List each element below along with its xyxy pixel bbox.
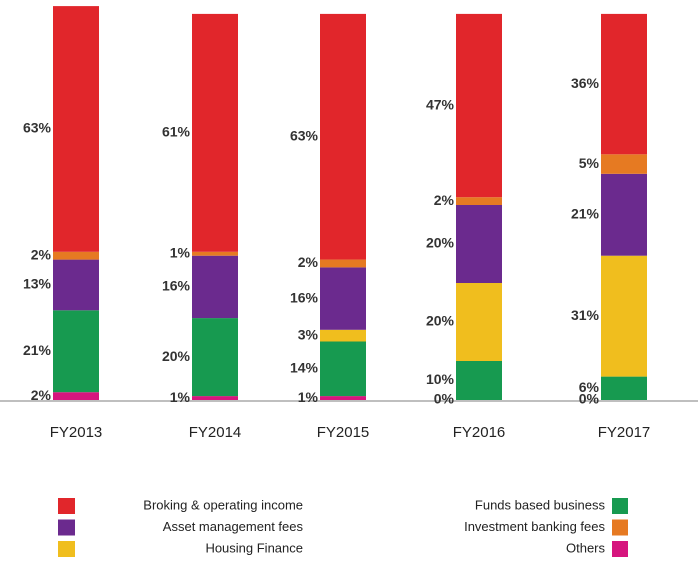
value-label: 2%	[298, 254, 319, 270]
bar-segment	[320, 13, 366, 260]
legend-label: Others	[566, 540, 606, 555]
bar-segment	[53, 392, 99, 400]
bar-segment	[601, 154, 647, 174]
x-tick-label: FY2015	[317, 424, 370, 441]
value-label: 21%	[23, 342, 52, 358]
bar-segment	[601, 13, 647, 155]
legend-swatch	[612, 541, 628, 557]
value-label: 6%	[579, 379, 600, 395]
bar-segment	[192, 318, 238, 397]
x-tick-label: FY2013	[50, 424, 103, 441]
bar-segment	[320, 396, 366, 400]
value-label: 1%	[298, 389, 319, 405]
bar-segment	[53, 310, 99, 393]
value-label: 20%	[162, 348, 191, 364]
value-label: 2%	[434, 192, 455, 208]
bar-segment	[192, 251, 238, 256]
value-label: 0%	[579, 391, 600, 407]
legend-swatch	[612, 498, 628, 514]
legend-swatch	[58, 541, 75, 557]
legend-swatch	[58, 519, 75, 536]
value-label: 16%	[290, 289, 319, 305]
value-label: 36%	[571, 75, 600, 91]
legend-label: Broking & operating income	[143, 497, 303, 512]
bar-segment	[53, 259, 99, 311]
value-label: 1%	[170, 244, 191, 260]
bar-segment	[320, 329, 366, 342]
legend-swatch	[612, 519, 628, 536]
value-label: 20%	[426, 235, 455, 251]
bar-segment	[192, 396, 238, 400]
bar-segment	[456, 197, 502, 205]
legend-label: Funds based business	[475, 497, 606, 512]
bar-segment	[601, 376, 647, 400]
bar-segment	[456, 205, 502, 283]
bar-segment	[320, 267, 366, 330]
x-tick-label: FY2016	[453, 424, 506, 441]
value-label: 2%	[31, 246, 52, 262]
value-label: 3%	[298, 326, 319, 342]
bar-segment	[456, 13, 502, 198]
value-label: 21%	[571, 205, 600, 221]
value-label: 1%	[170, 389, 191, 405]
bar-segment	[53, 6, 99, 252]
bar-segment	[601, 173, 647, 256]
value-label: 31%	[571, 307, 600, 323]
value-label: 47%	[426, 96, 455, 112]
x-tick-label: FY2017	[598, 424, 651, 441]
value-label: 2%	[31, 387, 52, 403]
bar-segment	[192, 13, 238, 252]
value-label: 13%	[23, 276, 52, 292]
bar-segment	[456, 283, 502, 361]
value-label: 5%	[579, 155, 600, 171]
x-tick-label: FY2014	[189, 424, 242, 441]
bar-segment	[53, 251, 99, 260]
bar-segment	[320, 259, 366, 268]
value-label: 16%	[162, 278, 191, 294]
value-label: 20%	[426, 313, 455, 329]
value-label: 14%	[290, 360, 319, 376]
value-label: 63%	[23, 120, 52, 136]
value-label: 61%	[162, 124, 191, 140]
bar-segment	[601, 255, 647, 377]
legend-label: Housing Finance	[205, 540, 303, 555]
bar-segment	[192, 255, 238, 319]
value-label: 63%	[290, 127, 319, 143]
value-label: 0%	[434, 391, 455, 407]
bar-segment	[320, 341, 366, 397]
legend-label: Investment banking fees	[464, 519, 605, 534]
legend-swatch	[58, 498, 75, 514]
bar-segment	[456, 361, 502, 400]
value-label: 10%	[426, 371, 455, 387]
legend-label: Asset management fees	[163, 519, 304, 534]
